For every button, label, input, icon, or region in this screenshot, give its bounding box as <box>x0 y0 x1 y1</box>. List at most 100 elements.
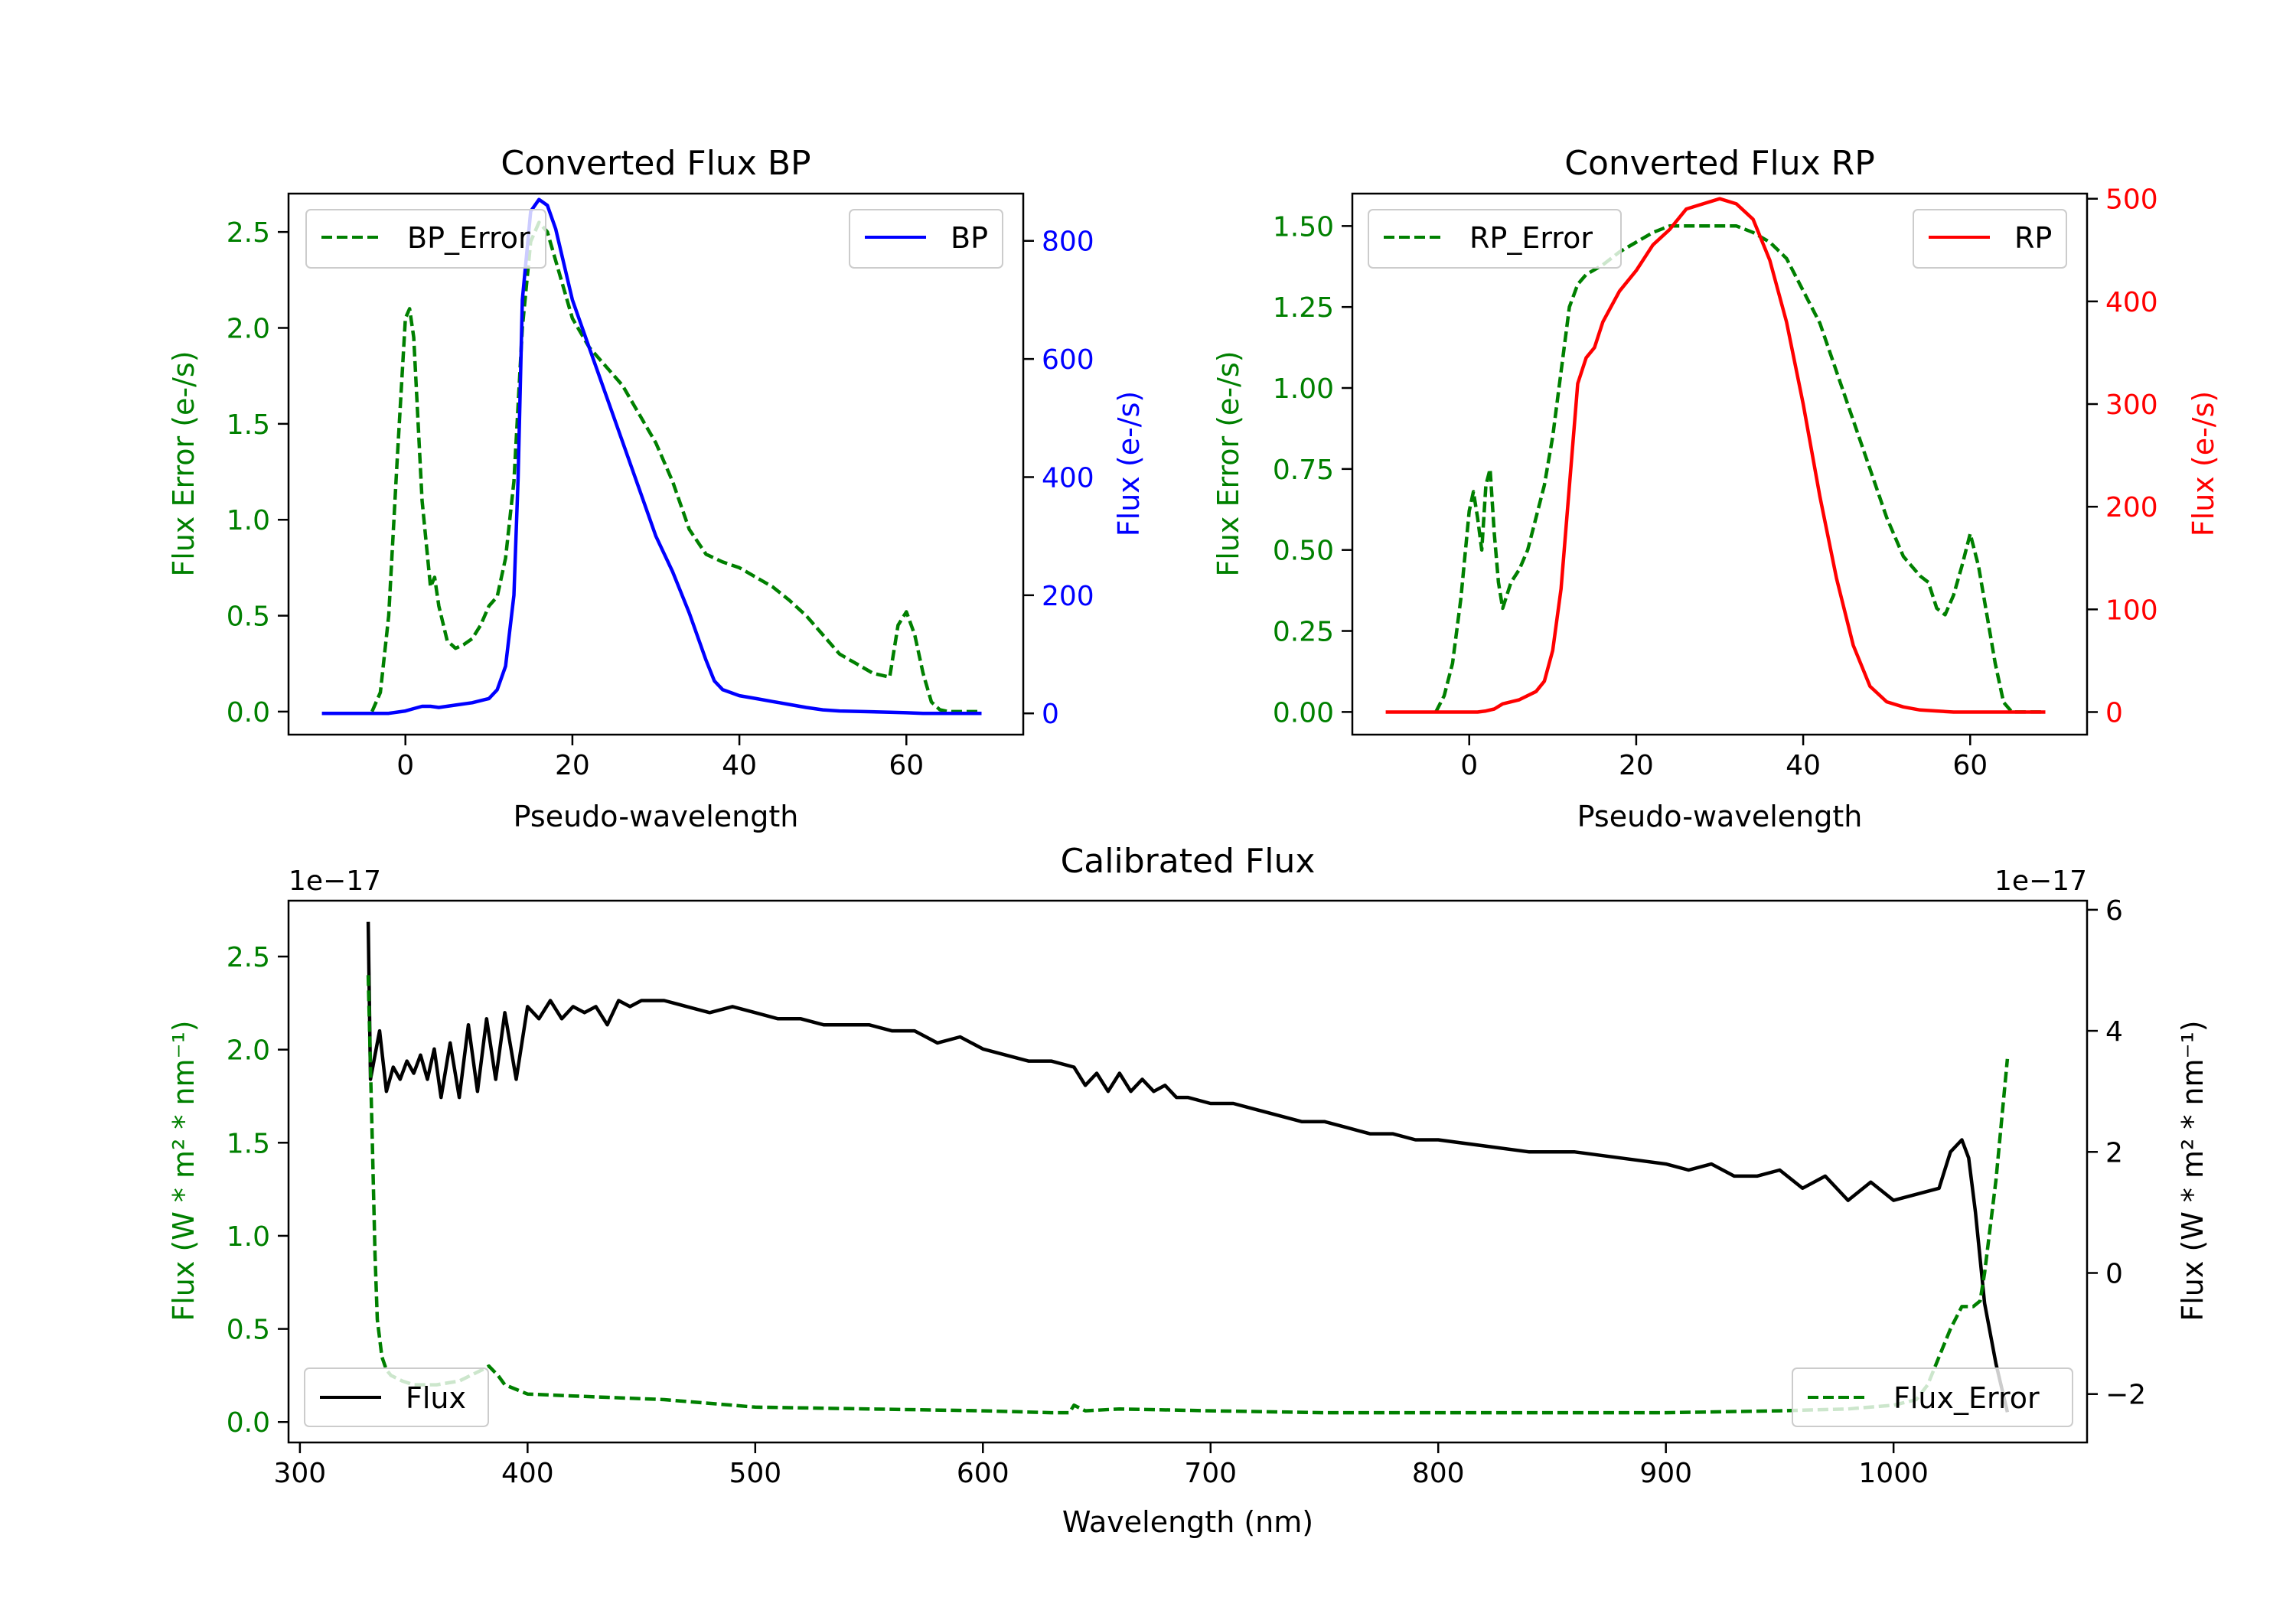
cal-left-offset: 1e−17 <box>289 865 381 897</box>
bp-left-ytick-label: 1.0 <box>227 505 270 536</box>
rp-left-ytick-label: 0.00 <box>1273 697 1334 729</box>
bp-left-ytick-label: 2.5 <box>227 217 270 249</box>
bp-xlabel: Pseudo-wavelength <box>514 800 799 833</box>
cal-right-ytick-label: 6 <box>2105 895 2123 927</box>
rp-left-ytick-label: 0.25 <box>1273 617 1334 648</box>
cal-left-ylabel: Flux (W * m² * nm⁻¹) <box>167 1020 201 1321</box>
bp-left-ytick-label: 0.0 <box>227 697 270 729</box>
bp-right-ticks: 0 200 400 600 800 <box>1023 227 1094 730</box>
cal-left-ticks: 0.0 0.5 1.0 1.5 2.0 2.5 <box>227 942 289 1439</box>
cal-title: Calibrated Flux <box>1061 842 1316 881</box>
cal-xtick-label: 400 <box>501 1458 554 1489</box>
rp-right-ytick-label: 300 <box>2105 390 2158 421</box>
cal-right-ytick-label: 4 <box>2105 1016 2123 1048</box>
rp-x-ticks: 0 20 40 60 <box>1460 735 1988 781</box>
cal-axes-frame <box>287 899 2089 1444</box>
bp-right-ytick-label: 800 <box>1042 227 1094 258</box>
cal-xlabel: Wavelength (nm) <box>1062 1505 1313 1539</box>
bp-left-ticks: 0.0 0.5 1.0 1.5 2.0 2.5 <box>227 217 289 729</box>
cal-right-ytick-label: 0 <box>2105 1259 2123 1290</box>
bp-left-ytick-label: 2.0 <box>227 313 270 344</box>
bp-axes-frame <box>287 192 1025 736</box>
rp-title: Converted Flux RP <box>1564 144 1875 183</box>
cal-xtick-label: 800 <box>1412 1458 1465 1489</box>
rp-axes-frame <box>1351 192 2089 736</box>
rp-legend-error: RP_Error <box>1368 209 1622 269</box>
cal-right-offset: 1e−17 <box>1994 865 2087 897</box>
cal-left-ytick-label: 0.0 <box>227 1407 270 1439</box>
rp-xtick-label: 60 <box>1952 750 1988 781</box>
panel-calibrated: Calibrated Flux 1e−17 1e−17 300 400 500 600… <box>167 842 2210 1539</box>
bp-legend-error: BP_Error <box>305 209 546 269</box>
cal-xtick-label: 300 <box>274 1458 327 1489</box>
rp-xtick-label: 0 <box>1460 750 1478 781</box>
rp-right-ytick-label: 200 <box>2105 492 2158 523</box>
cal-right-ylabel: Flux (W * m² * nm⁻¹) <box>2176 1020 2210 1321</box>
rp-left-ylabel: Flux Error (e-/s) <box>1212 350 1245 576</box>
cal-left-ytick-label: 2.0 <box>227 1035 270 1067</box>
cal-legend-flux: Flux <box>304 1367 489 1427</box>
bp-xtick-label: 40 <box>722 750 757 781</box>
rp-right-ytick-label: 100 <box>2105 595 2158 626</box>
rp-right-ytick-label: 400 <box>2105 287 2158 318</box>
cal-right-ytick-label: 2 <box>2105 1137 2123 1169</box>
rp-left-ytick-label: 1.00 <box>1273 373 1334 405</box>
bp-legend-flux: BP <box>849 209 1003 269</box>
bp-left-ylabel: Flux Error (e-/s) <box>167 350 201 576</box>
cal-left-ytick-label: 1.0 <box>227 1221 270 1253</box>
panel-rp: Converted Flux RP 0 20 40 60 0.000.250.500.… <box>1212 144 2220 833</box>
cal-left-ytick-label: 1.5 <box>227 1128 270 1159</box>
cal-legend-error-label: Flux_Error <box>1893 1381 2040 1415</box>
bp-series-bp-error <box>370 220 982 714</box>
rp-plot-area <box>1385 197 2046 714</box>
rp-left-ytick-label: 0.75 <box>1273 455 1334 486</box>
bp-xtick-label: 60 <box>889 750 924 781</box>
cal-xtick-label: 700 <box>1184 1458 1237 1489</box>
rp-legend-flux: RP <box>1913 209 2067 269</box>
cal-xtick-label: 900 <box>1639 1458 1692 1489</box>
rp-legend-error-label: RP_Error <box>1469 221 1593 255</box>
rp-left-ytick-label: 1.25 <box>1273 292 1334 324</box>
cal-legend-flux-label: Flux <box>406 1381 466 1415</box>
rp-right-ylabel: Flux (e-/s) <box>2187 391 2220 536</box>
cal-x-ticks: 300 400 500 600 700 800 900 1000 <box>274 1442 1929 1489</box>
bp-series-bp <box>321 197 982 715</box>
rp-series-rp <box>1385 197 2046 714</box>
cal-series-flux <box>366 921 2010 1413</box>
cal-right-ticks: −2 0 2 4 6 <box>2087 895 2146 1411</box>
bp-legend-error-label: BP_Error <box>407 221 530 255</box>
cal-xtick-label: 600 <box>957 1458 1009 1489</box>
rp-right-ticks: 0 100 200 300 400 500 <box>2087 184 2158 729</box>
bp-right-ylabel: Flux (e-/s) <box>1112 391 1146 536</box>
bp-xtick-label: 0 <box>396 750 414 781</box>
rp-left-ytick-label: 0.50 <box>1273 536 1334 567</box>
bp-left-ytick-label: 1.5 <box>227 409 270 441</box>
bp-right-ytick-label: 400 <box>1042 462 1094 494</box>
bp-legend-flux-label: BP <box>951 221 988 255</box>
rp-xtick-label: 20 <box>1619 750 1654 781</box>
rp-right-ytick-label: 0 <box>2105 697 2123 729</box>
rp-right-ytick-label: 500 <box>2105 184 2158 216</box>
cal-right-ytick-label: −2 <box>2105 1380 2146 1411</box>
cal-left-ytick-label: 0.5 <box>227 1315 270 1346</box>
bp-x-ticks: 0 20 40 60 <box>396 735 924 781</box>
rp-series-rp-error <box>1434 224 2046 714</box>
bp-title: Converted Flux BP <box>501 144 810 183</box>
rp-left-ytick-label: 1.50 <box>1273 211 1334 243</box>
cal-xtick-label: 1000 <box>1858 1458 1929 1489</box>
rp-xlabel: Pseudo-wavelength <box>1577 800 1863 833</box>
bp-xtick-label: 20 <box>555 750 590 781</box>
cal-legend-error: Flux_Error <box>1792 1367 2073 1427</box>
rp-legend-flux-label: RP <box>2014 221 2052 255</box>
bp-left-ytick-label: 0.5 <box>227 601 270 633</box>
bp-plot-area <box>321 197 982 715</box>
bp-right-ytick-label: 0 <box>1042 699 1059 730</box>
panel-bp: Converted Flux BP 0 20 40 60 0.0 0.5 1.0 1.5 2.… <box>167 144 1146 833</box>
cal-xtick-label: 500 <box>729 1458 781 1489</box>
bp-right-ytick-label: 600 <box>1042 344 1094 376</box>
bp-right-ytick-label: 200 <box>1042 581 1094 612</box>
rp-xtick-label: 40 <box>1786 750 1821 781</box>
rp-left-ticks: 0.00 0.25 0.50 0.75 1.00 1.25 1.50 <box>1273 211 1352 729</box>
cal-left-ytick-label: 2.5 <box>227 942 270 973</box>
